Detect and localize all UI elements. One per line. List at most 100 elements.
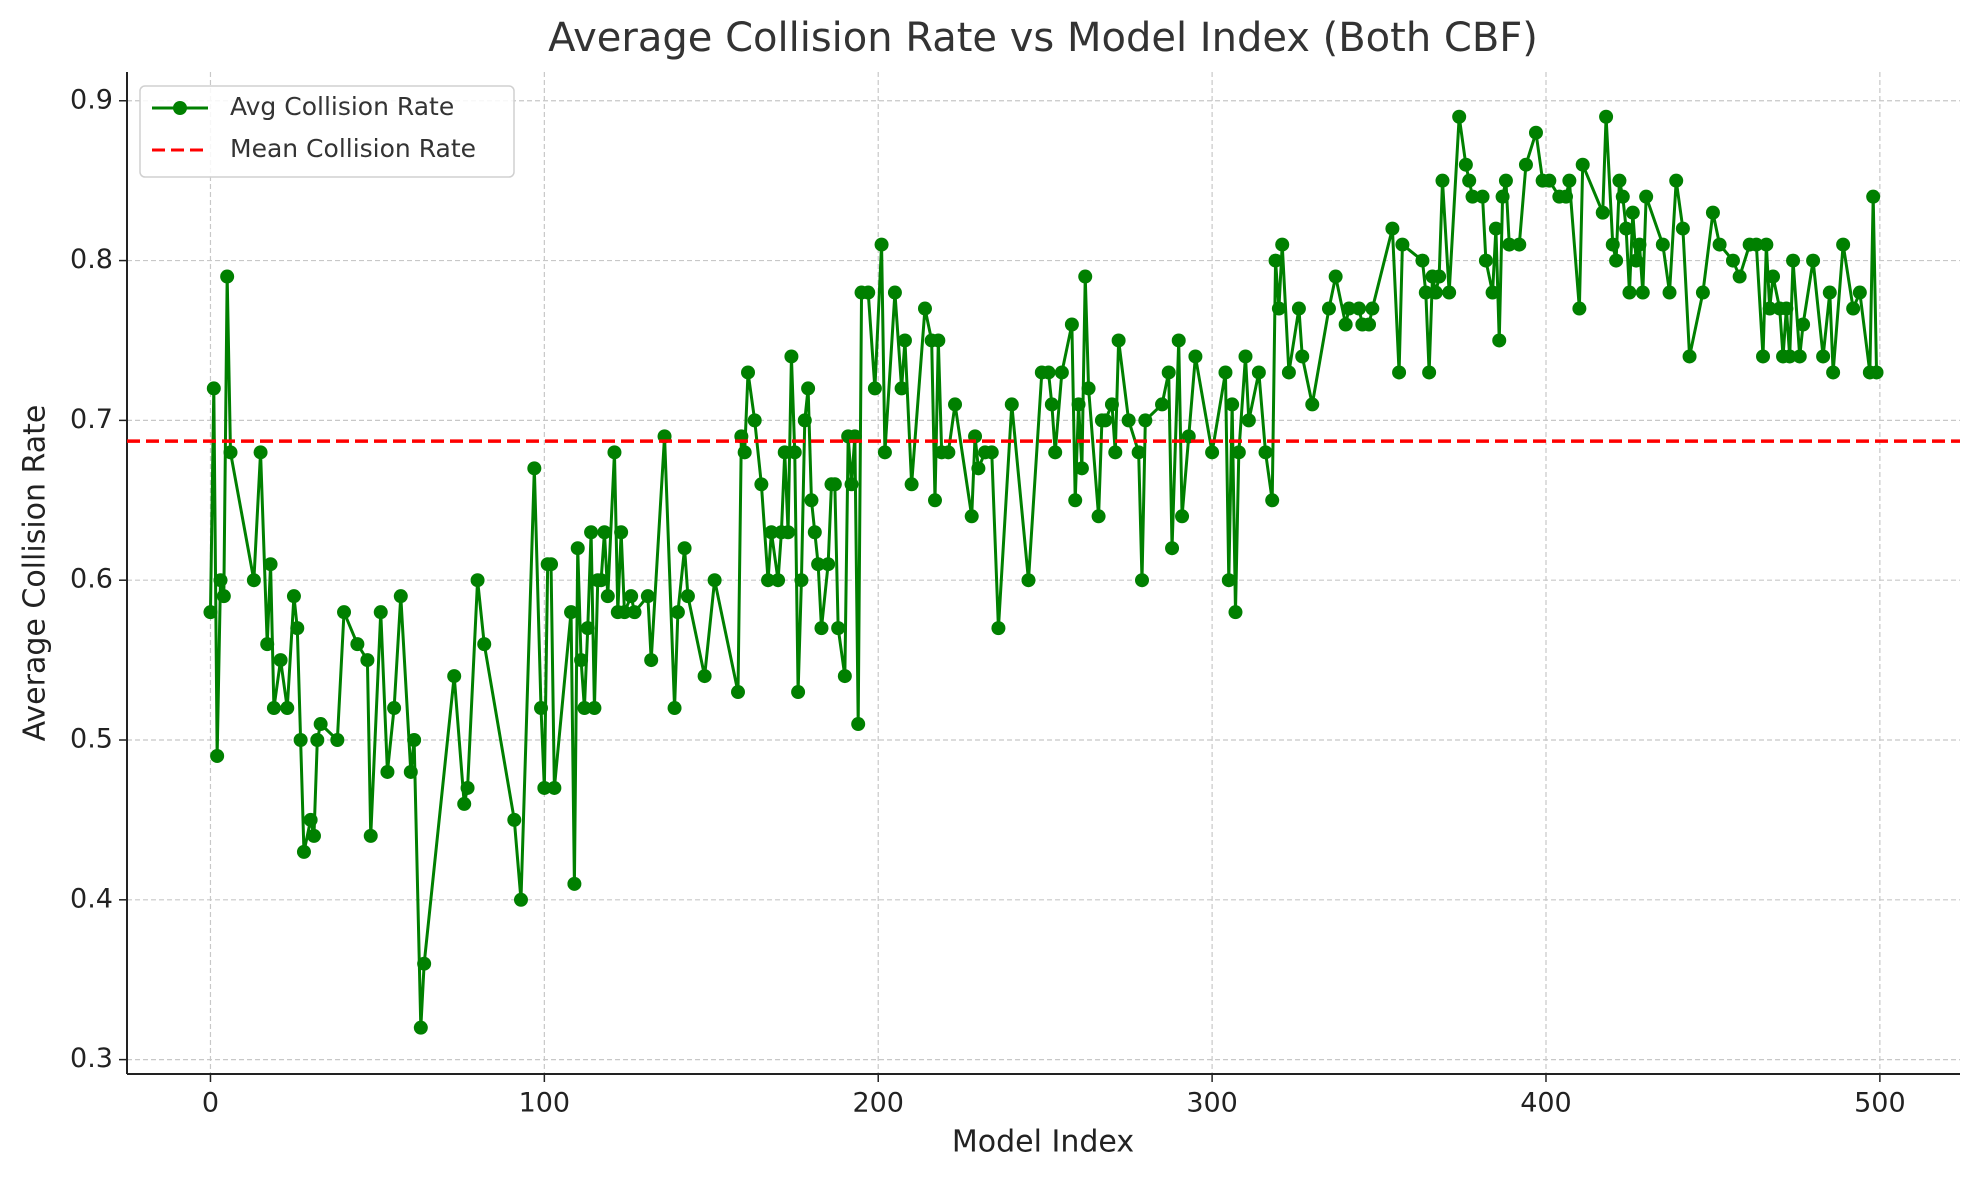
data-point (1749, 237, 1764, 252)
data-point (1161, 365, 1176, 380)
data-point (1462, 173, 1477, 188)
data-point (640, 589, 655, 604)
data-point (363, 828, 378, 843)
data-point (564, 605, 579, 620)
data-point (1422, 365, 1437, 380)
data-point (1485, 285, 1500, 300)
data-point (373, 605, 388, 620)
data-point (1575, 157, 1590, 172)
data-point (1004, 397, 1019, 412)
data-point (1822, 285, 1837, 300)
legend-label: Mean Collision Rate (230, 134, 476, 163)
legend-marker (173, 101, 187, 115)
data-point (1492, 333, 1507, 348)
data-point (286, 589, 301, 604)
data-point (1221, 573, 1236, 588)
data-point (941, 445, 956, 460)
y-tick-label: 0.4 (70, 883, 113, 914)
data-point (1732, 269, 1747, 284)
data-point (213, 573, 228, 588)
data-point (403, 764, 418, 779)
data-point (667, 701, 682, 716)
data-point (260, 637, 275, 652)
data-point (1866, 189, 1881, 204)
data-point (761, 573, 776, 588)
data-point (1512, 237, 1527, 252)
data-point (614, 525, 629, 540)
data-point (1365, 301, 1380, 316)
data-point (1458, 157, 1473, 172)
data-point (897, 333, 912, 348)
data-point (1766, 269, 1781, 284)
data-point (263, 557, 278, 572)
data-point (1228, 605, 1243, 620)
data-point (577, 701, 592, 716)
data-point (1231, 445, 1246, 460)
data-point (1091, 509, 1106, 524)
data-point (1171, 333, 1186, 348)
x-tick-label: 500 (1854, 1088, 1906, 1119)
data-point (931, 333, 946, 348)
y-tick-label: 0.8 (70, 244, 113, 275)
data-point (527, 461, 542, 476)
data-point (697, 669, 712, 684)
data-point (747, 413, 762, 428)
data-point (507, 812, 522, 827)
data-point (1175, 509, 1190, 524)
data-point (1021, 573, 1036, 588)
x-tick-label: 300 (1186, 1088, 1238, 1119)
data-point (1836, 237, 1851, 252)
data-point (1609, 253, 1624, 268)
data-point (1275, 237, 1290, 252)
data-point (741, 365, 756, 380)
data-point (460, 780, 475, 795)
data-point (360, 653, 375, 668)
data-point (1502, 237, 1517, 252)
data-point (764, 525, 779, 540)
data-point (293, 733, 308, 747)
data-point (991, 621, 1006, 636)
data-point (223, 445, 238, 460)
data-point (1599, 109, 1614, 124)
data-point (607, 445, 622, 460)
data-point (1622, 285, 1637, 300)
data-point (407, 733, 422, 747)
data-point (1542, 173, 1557, 188)
data-point (1528, 125, 1543, 140)
data-point (877, 445, 892, 460)
data-point (313, 717, 328, 732)
data-point (1295, 349, 1310, 364)
data-point (253, 445, 268, 460)
data-point (1846, 301, 1861, 316)
data-point (887, 285, 902, 300)
data-point (570, 541, 585, 556)
data-point (1725, 253, 1740, 268)
chart-title: Average Collision Rate vs Model Index (B… (548, 15, 1538, 61)
data-point (1165, 541, 1180, 556)
data-point (600, 589, 615, 604)
data-point (948, 397, 963, 412)
data-point (1271, 301, 1286, 316)
data-point (894, 381, 909, 396)
data-point (1816, 349, 1831, 364)
data-point (831, 621, 846, 636)
data-point (1559, 189, 1574, 204)
data-point (1432, 269, 1447, 284)
data-point (1562, 173, 1577, 188)
data-point (1081, 381, 1096, 396)
data-point (807, 525, 822, 540)
data-point (627, 605, 642, 620)
data-point (417, 956, 432, 971)
data-point (1442, 285, 1457, 300)
data-point (1605, 237, 1620, 252)
data-point (1762, 301, 1777, 316)
data-point (1385, 221, 1400, 236)
legend: Avg Collision Rate Mean Collision Rate (139, 85, 515, 178)
data-point (617, 605, 632, 620)
data-point (210, 748, 225, 763)
data-point (1796, 317, 1811, 332)
data-point (754, 477, 769, 492)
data-point (1041, 365, 1056, 380)
data-point (544, 557, 559, 572)
